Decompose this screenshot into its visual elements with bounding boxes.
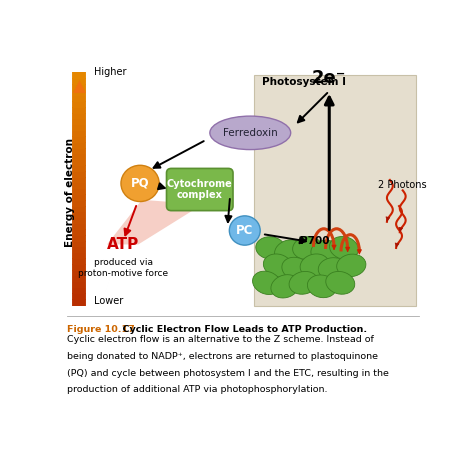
- Text: 2e⁻: 2e⁻: [312, 69, 346, 87]
- Polygon shape: [107, 200, 202, 245]
- Text: Photosystem I: Photosystem I: [262, 77, 346, 87]
- Ellipse shape: [282, 257, 310, 280]
- Text: Cyclic Electron Flow Leads to ATP Production.: Cyclic Electron Flow Leads to ATP Produc…: [116, 325, 367, 334]
- Text: 2 Photons: 2 Photons: [378, 180, 427, 190]
- Ellipse shape: [311, 240, 340, 263]
- FancyBboxPatch shape: [254, 75, 416, 305]
- Ellipse shape: [318, 258, 347, 280]
- Text: Ferredoxin: Ferredoxin: [223, 128, 278, 138]
- Circle shape: [229, 216, 260, 245]
- Ellipse shape: [289, 271, 318, 294]
- Text: PQ: PQ: [131, 177, 149, 190]
- Text: P700: P700: [300, 236, 329, 246]
- Ellipse shape: [326, 271, 355, 294]
- Text: ATP: ATP: [108, 237, 140, 252]
- Circle shape: [121, 165, 159, 202]
- Ellipse shape: [300, 254, 329, 277]
- Ellipse shape: [264, 254, 292, 277]
- Ellipse shape: [274, 240, 303, 263]
- Ellipse shape: [210, 116, 291, 149]
- Ellipse shape: [256, 237, 285, 259]
- Text: being donated to NADP⁺, electrons are returned to plastoquinone: being donated to NADP⁺, electrons are re…: [66, 352, 378, 361]
- Ellipse shape: [271, 275, 300, 298]
- Text: Higher: Higher: [94, 67, 127, 77]
- FancyBboxPatch shape: [166, 169, 233, 211]
- Ellipse shape: [253, 271, 281, 294]
- Text: (PQ) and cycle between photosystem I and the ETC, resulting in the: (PQ) and cycle between photosystem I and…: [66, 369, 389, 378]
- Text: Lower: Lower: [94, 295, 123, 305]
- Ellipse shape: [329, 236, 358, 260]
- Text: Figure 10.17: Figure 10.17: [66, 325, 134, 334]
- Text: PC: PC: [236, 224, 254, 237]
- Ellipse shape: [307, 275, 337, 298]
- Text: Cyclic electron flow is an alternative to the Z scheme. Instead of: Cyclic electron flow is an alternative t…: [66, 335, 374, 344]
- Ellipse shape: [292, 236, 322, 259]
- Text: Energy of electron: Energy of electron: [64, 138, 74, 246]
- Ellipse shape: [337, 254, 366, 277]
- Text: produced via
proton-motive force: produced via proton-motive force: [79, 258, 169, 278]
- Text: production of additional ATP via photophosphorylation.: production of additional ATP via photoph…: [66, 386, 327, 395]
- Text: Cytochrome
complex: Cytochrome complex: [167, 179, 233, 200]
